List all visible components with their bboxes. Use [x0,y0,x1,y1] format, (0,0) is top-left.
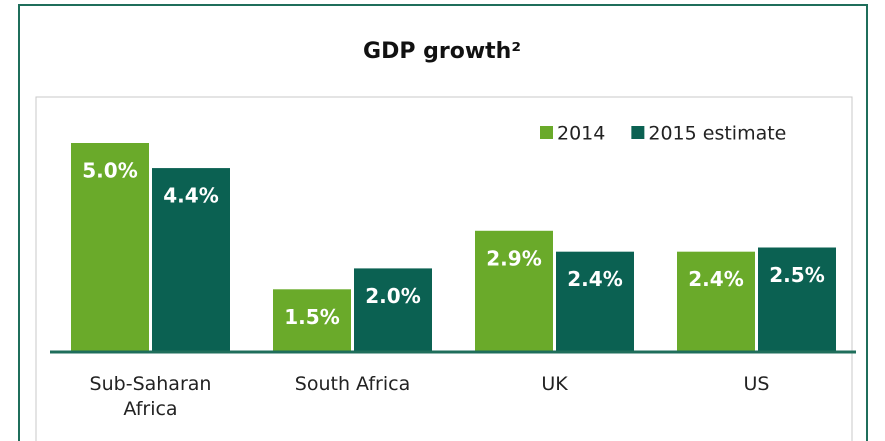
bar [677,251,755,352]
x-tick-label: US [743,373,770,395]
legend-swatch [631,126,645,139]
legend-label: 2015 estimate [648,123,786,145]
value-label: 1.5% [284,305,339,329]
legend-swatch [540,126,553,139]
chart-title: GDP growth² [363,39,521,64]
plot-frame [35,96,853,441]
x-tick-label: South Africa [294,373,411,395]
bar [354,268,432,352]
bar [475,230,553,352]
value-label: 2.4% [567,267,622,291]
value-label: 4.4% [163,184,218,208]
legend-label: 2014 [557,123,605,145]
value-label: 2.0% [365,284,420,308]
bar [758,247,836,352]
x-tick-label: UK [541,373,568,395]
bar [273,289,351,352]
value-label: 2.4% [688,267,743,291]
value-label: 2.5% [769,263,824,287]
value-label: 5.0% [82,159,137,183]
bar [152,168,230,352]
bar [71,143,149,352]
value-label: 2.9% [486,246,541,270]
bar [556,251,634,352]
frame [18,4,868,441]
x-tick-label: Sub-Saharan Africa [89,373,212,420]
